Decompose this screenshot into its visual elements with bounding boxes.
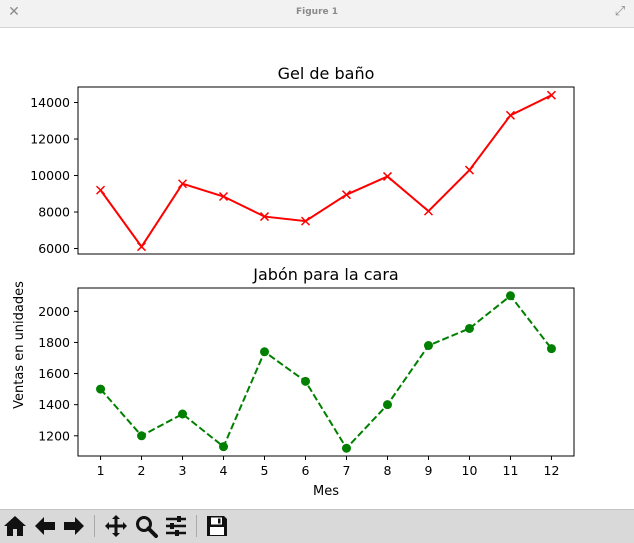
close-icon[interactable]: ✕ xyxy=(8,4,20,20)
figure-canvas: Gel de baño60008000100001200014000Jabón … xyxy=(12,64,575,499)
axes-frame xyxy=(77,287,575,457)
data-point-marker xyxy=(423,341,433,351)
data-point-marker xyxy=(382,171,393,181)
y-tick-label: 6000 xyxy=(38,241,70,256)
toolbar-separator xyxy=(196,515,197,537)
pan-icon[interactable] xyxy=(103,513,129,539)
y-tick-label: 1200 xyxy=(38,428,70,443)
window-titlebar: ✕ Figure 1 ⤢ xyxy=(0,0,634,28)
x-tick-label: 12 xyxy=(544,463,560,478)
data-point-marker xyxy=(300,216,311,226)
configure-subplots-icon[interactable] xyxy=(163,513,189,539)
data-point-marker xyxy=(423,206,434,216)
data-point-marker xyxy=(341,443,351,453)
x-tick-label: 11 xyxy=(503,463,519,478)
x-tick-label: 5 xyxy=(261,463,269,478)
data-point-marker xyxy=(505,291,515,301)
data-point-marker xyxy=(546,344,556,354)
chart-title: Gel de baño xyxy=(278,64,375,83)
y-tick-label: 1600 xyxy=(38,366,70,381)
maximize-icon[interactable]: ⤢ xyxy=(614,4,626,19)
series-line xyxy=(99,294,553,450)
navigation-toolbar xyxy=(0,509,634,543)
x-axis-label: Mes xyxy=(313,484,339,499)
data-point-marker xyxy=(505,110,515,120)
zoom-icon[interactable] xyxy=(133,513,159,539)
y-tick-label: 8000 xyxy=(38,205,70,220)
x-tick-label: 3 xyxy=(179,463,187,478)
y-tick-label: 1400 xyxy=(38,397,70,412)
data-point-marker xyxy=(96,384,106,394)
axes-frame xyxy=(77,86,575,255)
series-line xyxy=(99,94,552,249)
data-point-marker xyxy=(137,242,147,252)
data-point-marker xyxy=(178,409,188,419)
home-icon[interactable] xyxy=(2,513,28,539)
data-point-marker xyxy=(464,323,474,333)
y-tick-label: 14000 xyxy=(30,95,70,110)
forward-arrow-icon[interactable] xyxy=(61,513,87,539)
data-point-marker xyxy=(301,376,311,386)
y-tick-label: 12000 xyxy=(30,132,70,147)
data-point-marker xyxy=(382,400,392,410)
toolbar-separator xyxy=(94,515,95,537)
data-point-marker xyxy=(546,90,556,100)
y-tick-label: 10000 xyxy=(30,168,70,183)
x-tick-label: 7 xyxy=(343,463,351,478)
chart-title: Jabón para la cara xyxy=(252,265,398,284)
x-tick-label: 1 xyxy=(97,463,105,478)
x-tick-label: 2 xyxy=(138,463,146,478)
window-title: Figure 1 xyxy=(295,7,339,17)
save-icon[interactable] xyxy=(204,513,230,539)
y-tick-label: 1800 xyxy=(38,335,70,350)
data-point-marker xyxy=(177,179,188,189)
x-tick-label: 6 xyxy=(302,463,310,478)
y-axis-label: Ventas en unidades xyxy=(12,281,27,409)
data-point-marker xyxy=(218,191,229,202)
y-tick-label: 2000 xyxy=(38,304,70,319)
x-tick-label: 10 xyxy=(462,463,478,478)
data-point-marker xyxy=(341,190,352,200)
back-arrow-icon[interactable] xyxy=(32,513,58,539)
data-point-marker xyxy=(260,347,270,357)
data-point-marker xyxy=(137,431,147,441)
x-tick-label: 4 xyxy=(220,463,228,478)
data-point-marker xyxy=(96,185,106,195)
x-tick-label: 8 xyxy=(384,463,392,478)
data-point-marker xyxy=(464,165,475,175)
data-point-marker xyxy=(219,442,229,452)
x-tick-label: 9 xyxy=(425,463,433,478)
data-point-marker xyxy=(259,212,270,222)
